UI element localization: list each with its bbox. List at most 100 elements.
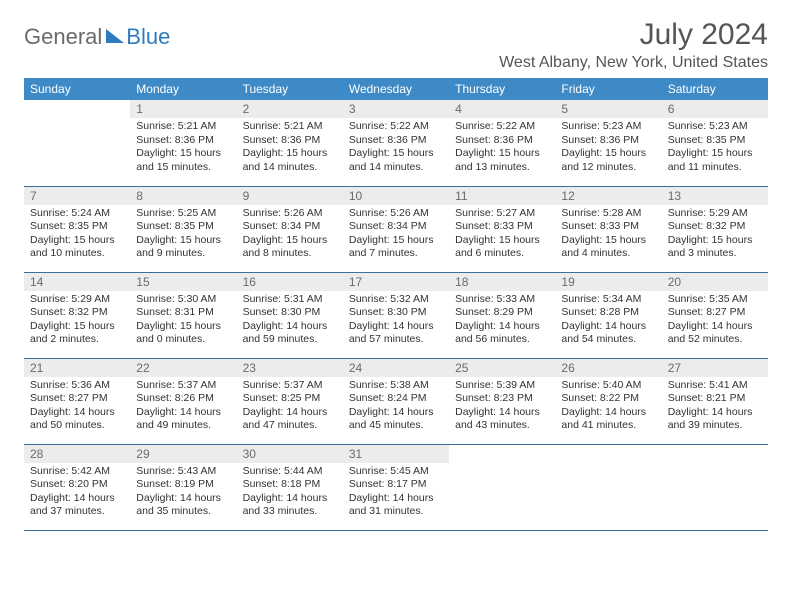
- day-number: 4: [449, 100, 555, 118]
- calendar-day-cell: 10Sunrise: 5:26 AMSunset: 8:34 PMDayligh…: [343, 186, 449, 272]
- daylight-text: Daylight: 15 hours and 3 minutes.: [668, 234, 762, 261]
- sunrise-text: Sunrise: 5:35 AM: [668, 293, 762, 307]
- calendar-day-cell: 27Sunrise: 5:41 AMSunset: 8:21 PMDayligh…: [662, 358, 768, 444]
- sunrise-text: Sunrise: 5:37 AM: [136, 379, 230, 393]
- day-info: Sunrise: 5:26 AMSunset: 8:34 PMDaylight:…: [343, 205, 449, 266]
- sunrise-text: Sunrise: 5:25 AM: [136, 207, 230, 221]
- day-number: 29: [130, 445, 236, 463]
- sunset-text: Sunset: 8:23 PM: [455, 392, 549, 406]
- day-info: Sunrise: 5:29 AMSunset: 8:32 PMDaylight:…: [662, 205, 768, 266]
- location-text: West Albany, New York, United States: [499, 54, 768, 72]
- day-number: 23: [237, 359, 343, 377]
- sunset-text: Sunset: 8:34 PM: [349, 220, 443, 234]
- calendar-day-cell: 9Sunrise: 5:26 AMSunset: 8:34 PMDaylight…: [237, 186, 343, 272]
- sunset-text: Sunset: 8:33 PM: [561, 220, 655, 234]
- calendar-day-cell: 30Sunrise: 5:44 AMSunset: 8:18 PMDayligh…: [237, 444, 343, 530]
- day-number: [449, 445, 555, 449]
- day-number: 11: [449, 187, 555, 205]
- sunrise-text: Sunrise: 5:26 AM: [243, 207, 337, 221]
- day-number: 22: [130, 359, 236, 377]
- sunset-text: Sunset: 8:35 PM: [668, 134, 762, 148]
- day-info: Sunrise: 5:33 AMSunset: 8:29 PMDaylight:…: [449, 291, 555, 352]
- daylight-text: Daylight: 14 hours and 54 minutes.: [561, 320, 655, 347]
- day-number: 12: [555, 187, 661, 205]
- day-number: 1: [130, 100, 236, 118]
- calendar-day-cell: [449, 444, 555, 530]
- logo-text-blue: Blue: [126, 24, 170, 50]
- day-info: Sunrise: 5:21 AMSunset: 8:36 PMDaylight:…: [130, 118, 236, 179]
- sunrise-text: Sunrise: 5:26 AM: [349, 207, 443, 221]
- sunrise-text: Sunrise: 5:23 AM: [561, 120, 655, 134]
- daylight-text: Daylight: 14 hours and 37 minutes.: [30, 492, 124, 519]
- day-info: Sunrise: 5:22 AMSunset: 8:36 PMDaylight:…: [449, 118, 555, 179]
- sunrise-text: Sunrise: 5:31 AM: [243, 293, 337, 307]
- sunset-text: Sunset: 8:29 PM: [455, 306, 549, 320]
- daylight-text: Daylight: 15 hours and 14 minutes.: [243, 147, 337, 174]
- day-number: 3: [343, 100, 449, 118]
- sunset-text: Sunset: 8:25 PM: [243, 392, 337, 406]
- day-info: Sunrise: 5:40 AMSunset: 8:22 PMDaylight:…: [555, 377, 661, 438]
- calendar-day-cell: 24Sunrise: 5:38 AMSunset: 8:24 PMDayligh…: [343, 358, 449, 444]
- calendar-week-row: 14 Sunrise: 5:29 AMSunset: 8:32 PM Dayligh…: [24, 272, 768, 358]
- day-number: 15: [130, 273, 236, 291]
- day-number: 24: [343, 359, 449, 377]
- sunset-text: Sunset: 8:21 PM: [668, 392, 762, 406]
- weekday-header: Sunday: [24, 78, 130, 100]
- calendar-day-cell: 19Sunrise: 5:34 AMSunset: 8:28 PMDayligh…: [555, 272, 661, 358]
- header: General Blue July 2024 West Albany, New …: [24, 18, 768, 72]
- sunrise-text: Sunrise: 5:29 AM: [30, 293, 124, 307]
- calendar-day-cell: 3Sunrise: 5:22 AMSunset: 8:36 PMDaylight…: [343, 100, 449, 186]
- daylight-text: Daylight: 14 hours and 57 minutes.: [349, 320, 443, 347]
- sunset-text: Sunset: 8:32 PM: [30, 306, 124, 320]
- day-number: 31: [343, 445, 449, 463]
- weekday-header-row: Sunday Monday Tuesday Wednesday Thursday…: [24, 78, 768, 100]
- calendar-day-cell: 13Sunrise: 5:29 AMSunset: 8:32 PMDayligh…: [662, 186, 768, 272]
- sunset-text: Sunset: 8:32 PM: [668, 220, 762, 234]
- daylight-text: Daylight: 14 hours and 45 minutes.: [349, 406, 443, 433]
- logo-text-general: General: [24, 24, 102, 50]
- calendar-day-cell: 16Sunrise: 5:31 AMSunset: 8:30 PMDayligh…: [237, 272, 343, 358]
- calendar-day-cell: 11Sunrise: 5:27 AMSunset: 8:33 PMDayligh…: [449, 186, 555, 272]
- day-info: Sunrise: 5:41 AMSunset: 8:21 PMDaylight:…: [662, 377, 768, 438]
- weekday-header: Wednesday: [343, 78, 449, 100]
- calendar-day-cell: 28Sunrise: 5:42 AMSunset: 8:20 PMDayligh…: [24, 444, 130, 530]
- calendar-day-cell: 17Sunrise: 5:32 AMSunset: 8:30 PMDayligh…: [343, 272, 449, 358]
- calendar-day-cell: 21Sunrise: 5:36 AMSunset: 8:27 PMDayligh…: [24, 358, 130, 444]
- day-number: 20: [662, 273, 768, 291]
- weekday-header: Friday: [555, 78, 661, 100]
- day-number: 26: [555, 359, 661, 377]
- day-number: 14: [24, 273, 130, 291]
- calendar-day-cell: 4Sunrise: 5:22 AMSunset: 8:36 PMDaylight…: [449, 100, 555, 186]
- calendar-day-cell: 29Sunrise: 5:43 AMSunset: 8:19 PMDayligh…: [130, 444, 236, 530]
- sunrise-text: Sunrise: 5:28 AM: [561, 207, 655, 221]
- daylight-text: Daylight: 15 hours and 12 minutes.: [561, 147, 655, 174]
- daylight-text: Daylight: 15 hours and 11 minutes.: [668, 147, 762, 174]
- weekday-header: Monday: [130, 78, 236, 100]
- sunrise-text: Sunrise: 5:32 AM: [349, 293, 443, 307]
- sunrise-text: Sunrise: 5:37 AM: [243, 379, 337, 393]
- sunset-text: Sunset: 8:26 PM: [136, 392, 230, 406]
- weekday-header: Tuesday: [237, 78, 343, 100]
- sunrise-text: Sunrise: 5:23 AM: [668, 120, 762, 134]
- day-number: 5: [555, 100, 661, 118]
- calendar-day-cell: 2Sunrise: 5:21 AMSunset: 8:36 PMDaylight…: [237, 100, 343, 186]
- day-info: Sunrise: 5:32 AMSunset: 8:30 PMDaylight:…: [343, 291, 449, 352]
- daylight-text: Daylight: 14 hours and 52 minutes.: [668, 320, 762, 347]
- sunset-text: Sunset: 8:17 PM: [349, 478, 443, 492]
- sunrise-text: Sunrise: 5:45 AM: [349, 465, 443, 479]
- sunrise-text: Sunrise: 5:40 AM: [561, 379, 655, 393]
- day-info: Sunrise: 5:37 AMSunset: 8:26 PMDaylight:…: [130, 377, 236, 438]
- calendar-day-cell: 18Sunrise: 5:33 AMSunset: 8:29 PMDayligh…: [449, 272, 555, 358]
- day-info: Sunrise: 5:38 AMSunset: 8:24 PMDaylight:…: [343, 377, 449, 438]
- day-number: 13: [662, 187, 768, 205]
- sunset-text: Sunset: 8:18 PM: [243, 478, 337, 492]
- calendar-day-cell: 8Sunrise: 5:25 AMSunset: 8:35 PMDaylight…: [130, 186, 236, 272]
- sunset-text: Sunset: 8:36 PM: [243, 134, 337, 148]
- day-info: Sunrise: 5:43 AMSunset: 8:19 PMDaylight:…: [130, 463, 236, 524]
- daylight-text: Daylight: 14 hours and 56 minutes.: [455, 320, 549, 347]
- calendar-table: Sunday Monday Tuesday Wednesday Thursday…: [24, 78, 768, 531]
- sunset-text: Sunset: 8:24 PM: [349, 392, 443, 406]
- day-number: [24, 100, 130, 104]
- sunrise-text: Sunrise: 5:24 AM: [30, 207, 124, 221]
- sunrise-text: Sunrise: 5:21 AM: [136, 120, 230, 134]
